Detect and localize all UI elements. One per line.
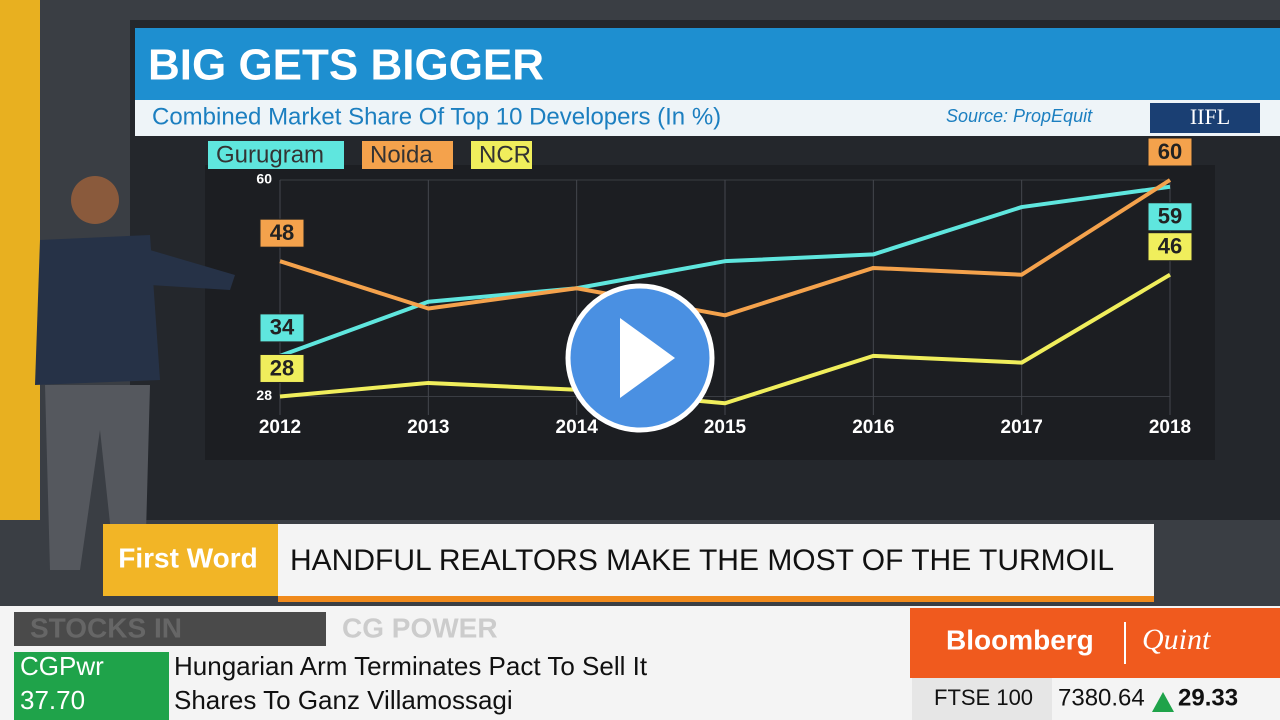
series-line	[279, 184, 1171, 358]
value-label-box	[1147, 202, 1193, 232]
value-label: 60	[1158, 139, 1182, 164]
segment-label: First Word	[118, 542, 257, 573]
value-label-box	[1147, 232, 1193, 262]
legend-swatch	[208, 141, 344, 169]
news-line: Hungarian Arm Terminates Pact To Sell It	[174, 651, 648, 681]
brand: Quint	[1142, 623, 1211, 656]
stocks-label: STOCKS IN	[30, 612, 182, 643]
y-tick-label: 60	[256, 171, 272, 187]
series-line	[279, 272, 1172, 406]
x-tick-label: 2013	[407, 417, 449, 438]
subtitle-band	[135, 100, 1280, 136]
studio-pillar	[0, 0, 40, 520]
legend-label: Noida	[370, 141, 433, 168]
x-tick-label: 2017	[1001, 417, 1043, 438]
presenter	[35, 176, 235, 570]
up-arrow	[1152, 692, 1174, 712]
logo-box	[1150, 103, 1260, 133]
brand-box	[910, 608, 1280, 678]
x-tick-label: 2018	[1149, 417, 1191, 438]
chart-subtitle: Combined Market Share Of Top 10 Develope…	[152, 103, 721, 130]
legend-swatch	[471, 141, 532, 169]
value-label: 48	[270, 220, 294, 245]
index-change: 29.33	[1178, 684, 1238, 711]
news-line: Shares To Ganz Villamossagi	[174, 685, 513, 715]
value-label: 59	[1158, 204, 1182, 229]
value-label-box	[259, 218, 305, 248]
title-band	[135, 28, 1280, 100]
ticker-box	[14, 652, 169, 720]
index-box	[912, 678, 1052, 720]
x-tick-label: 2016	[852, 417, 894, 438]
value-label-box	[1147, 137, 1193, 167]
legend-label: NCR	[479, 141, 531, 168]
value-label: 46	[1158, 234, 1182, 259]
x-tick-label: 2015	[704, 417, 747, 438]
chart: 28 60 2012 2013 2014 2015 2016 2017 2018 Gurugram…	[208, 137, 1193, 438]
stocks-name: CG POWER	[342, 612, 498, 643]
source-note: Source: PropEquit	[946, 106, 1093, 126]
legend-swatch	[362, 141, 453, 169]
segment-box	[103, 524, 278, 596]
brand: Bloomberg	[946, 624, 1094, 655]
index-value: 7380.64	[1058, 684, 1145, 711]
series-line	[279, 178, 1172, 318]
value-label: 28	[270, 355, 294, 380]
legend-label: Gurugram	[216, 141, 324, 168]
value-label-box	[259, 353, 305, 383]
headline-rule	[278, 596, 1154, 602]
stocks-tab	[14, 612, 326, 646]
ticker: CGPwr	[20, 651, 104, 681]
value-label: 34	[270, 315, 295, 340]
x-tick-label: 2014	[556, 417, 599, 438]
headline: HANDFUL REALTORS MAKE THE MOST OF THE TU…	[290, 544, 1114, 577]
y-tick-label: 28	[256, 387, 272, 403]
price: 37.70	[20, 685, 85, 715]
play-button[interactable]	[565, 283, 715, 433]
logo: IIFL	[1190, 104, 1230, 129]
x-tick-label: 2012	[259, 417, 301, 438]
value-label-box	[259, 313, 305, 343]
index-name: FTSE 100	[934, 685, 1033, 710]
chart-title: BIG GETS BIGGER	[148, 41, 544, 90]
headline-box	[278, 524, 1154, 596]
